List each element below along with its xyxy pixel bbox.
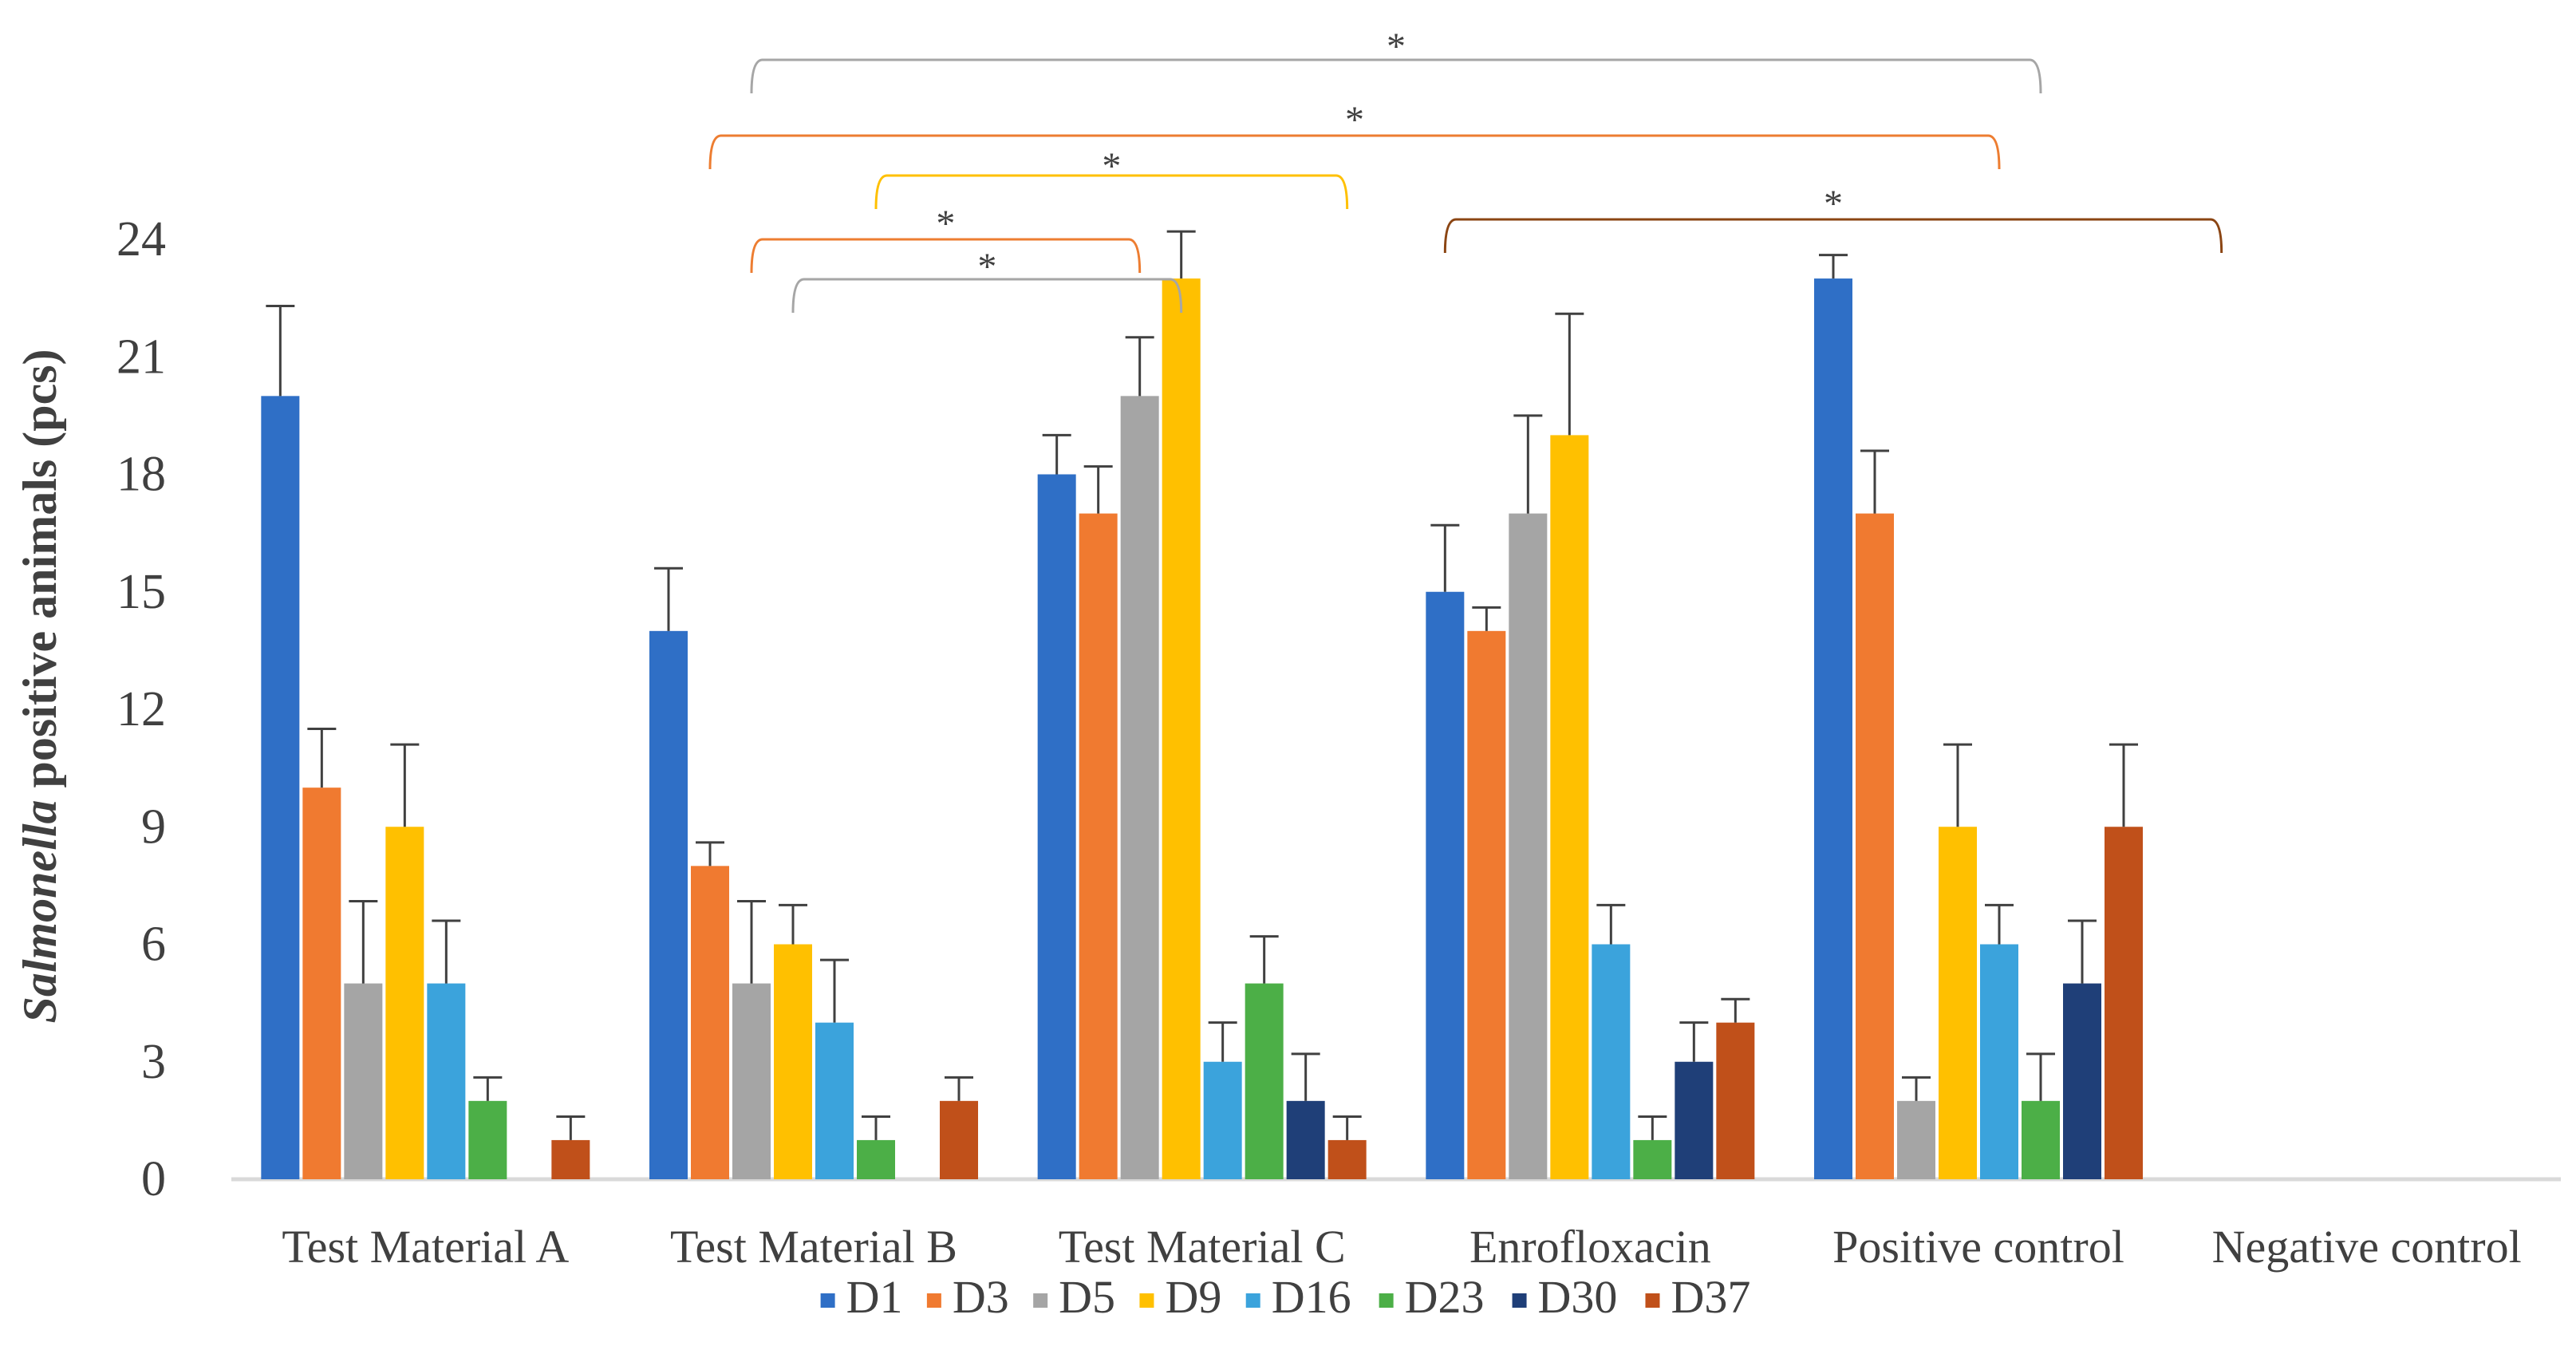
significance-label: * xyxy=(1102,145,1121,188)
significance-label: * xyxy=(1824,183,1843,225)
bar-d9 xyxy=(1162,278,1201,1179)
bar-d30 xyxy=(2063,983,2101,1179)
bar-d3 xyxy=(1467,630,1506,1179)
significance-label: * xyxy=(1387,26,1406,68)
y-axis-label-italic: Salmonella xyxy=(14,799,66,1023)
bar-d23 xyxy=(468,1100,507,1179)
x-category-label: Test Material C xyxy=(1059,1221,1346,1273)
legend-label: D37 xyxy=(1671,1271,1750,1323)
bar-d5 xyxy=(344,983,383,1179)
bar-d9 xyxy=(774,944,812,1179)
bar-d3 xyxy=(1079,513,1118,1179)
bar-d1 xyxy=(1814,278,1852,1179)
x-category-label: Enrofloxacin xyxy=(1469,1221,1711,1273)
bar-d5 xyxy=(1120,396,1159,1179)
legend-swatch-d30 xyxy=(1512,1293,1527,1308)
y-tick-label: 15 xyxy=(116,565,166,619)
significance-bracket xyxy=(791,278,1183,314)
bar-d16 xyxy=(1980,944,2018,1179)
y-tick-label: 18 xyxy=(116,448,166,502)
legend-label: D30 xyxy=(1538,1271,1618,1323)
y-tick-label: 0 xyxy=(141,1152,166,1206)
error-bars-layer xyxy=(266,230,2138,1140)
bar-d16 xyxy=(1203,1061,1242,1179)
bar-d37 xyxy=(1327,1139,1367,1179)
bars-layer xyxy=(261,278,2143,1179)
bar-d23 xyxy=(857,1139,895,1179)
bar-d9 xyxy=(1550,435,1589,1179)
x-category-label: Positive control xyxy=(1832,1221,2124,1273)
bar-d16 xyxy=(427,983,466,1179)
bar-d5 xyxy=(1897,1100,1935,1179)
y-tick-label: 3 xyxy=(141,1035,166,1089)
legend-swatch-d9 xyxy=(1139,1293,1154,1308)
y-tick-label: 6 xyxy=(141,918,166,972)
y-tick-label: 21 xyxy=(116,330,166,384)
significance-bracket xyxy=(708,134,2001,170)
significance-label: * xyxy=(977,246,996,288)
bar-d30 xyxy=(1286,1100,1325,1179)
x-category-label: Negative control xyxy=(2212,1221,2522,1273)
y-axis-label: Salmonella positive animals (pcs) xyxy=(14,349,66,1023)
legend-swatch-d3 xyxy=(926,1293,941,1308)
y-tick-label: 12 xyxy=(116,682,166,736)
bar-d16 xyxy=(815,1022,854,1179)
legend-label: D16 xyxy=(1272,1271,1351,1323)
legend-label: D1 xyxy=(846,1271,903,1323)
x-category-label: Test Material B xyxy=(670,1221,957,1273)
bar-d9 xyxy=(385,827,424,1179)
legend: D1 D3 D5 D9 D16 D23 D30 D37 xyxy=(820,1271,1750,1323)
bar-d3 xyxy=(1856,513,1894,1179)
bar-d37 xyxy=(551,1139,590,1179)
bar-d5 xyxy=(1509,513,1548,1179)
significance-annotations: * * * * * * xyxy=(708,26,2223,314)
legend-swatch-d16 xyxy=(1245,1293,1260,1308)
bar-d23 xyxy=(1245,983,1284,1179)
legend-swatch-d37 xyxy=(1645,1293,1660,1308)
bar-d23 xyxy=(2022,1100,2060,1179)
bar-d3 xyxy=(302,788,341,1179)
legend-label: D5 xyxy=(1059,1271,1115,1323)
bar-d9 xyxy=(1939,827,1977,1179)
significance-label: * xyxy=(1345,99,1364,141)
bar-d3 xyxy=(691,866,729,1179)
legend-swatch-d1 xyxy=(820,1293,835,1308)
x-category-label: Test Material A xyxy=(282,1221,569,1273)
y-axis-label-rest: positive animals (pcs) xyxy=(14,349,66,799)
y-tick-label: 9 xyxy=(141,799,166,854)
bar-d37 xyxy=(940,1100,978,1179)
significance-bracket xyxy=(750,238,1142,274)
bar-d1 xyxy=(261,396,300,1179)
bar-d37 xyxy=(1716,1022,1755,1179)
legend-label: D3 xyxy=(953,1271,1009,1323)
significance-bracket xyxy=(1443,218,2223,254)
legend-label: D23 xyxy=(1405,1271,1485,1323)
bar-d30 xyxy=(1675,1061,1714,1179)
significance-label: * xyxy=(936,203,955,245)
bar-d37 xyxy=(2105,827,2143,1179)
bar-d1 xyxy=(1037,474,1076,1179)
legend-swatch-d5 xyxy=(1033,1293,1048,1308)
axis-layer: 0 3 6 9 12 15 18 21 24 Test Material A Test Materi… xyxy=(116,212,2561,1273)
significance-bracket xyxy=(874,174,1349,210)
y-tick-label: 24 xyxy=(116,212,166,266)
bar-d1 xyxy=(649,630,688,1179)
bar-d5 xyxy=(732,983,771,1179)
bar-d23 xyxy=(1633,1139,1672,1179)
significance-bracket xyxy=(750,58,2042,94)
bar-d16 xyxy=(1592,944,1631,1179)
legend-swatch-d23 xyxy=(1379,1293,1394,1308)
legend-label: D9 xyxy=(1165,1271,1221,1323)
bar-d1 xyxy=(1426,591,1465,1179)
